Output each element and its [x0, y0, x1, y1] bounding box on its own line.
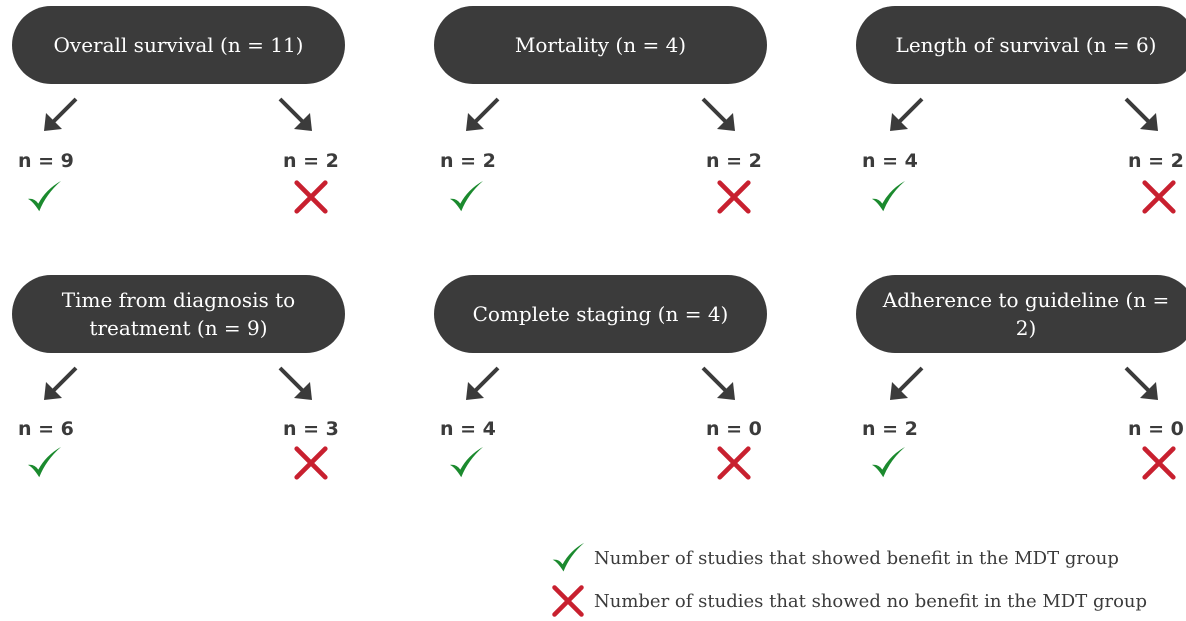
arrow-down-left-icon — [466, 366, 500, 400]
outcome-box-length-of-survival: Length of survival (n = 6) — [856, 6, 1186, 84]
cross-icon — [717, 446, 751, 480]
legend-no-benefit: Number of studies that showed no benefit… — [550, 581, 1147, 621]
check-icon — [871, 180, 906, 212]
outcome-box-adherence-to-guideline: Adherence to guideline (n = 2) — [856, 275, 1186, 353]
check-icon — [449, 446, 484, 478]
arrow-down-right-icon — [1124, 366, 1158, 400]
outcome-label: Complete staging (n = 4) — [472, 302, 729, 326]
outcome-label: Adherence to guideline (n = 2) — [882, 288, 1170, 340]
legend-benefit-label: Number of studies that showed benefit in… — [594, 547, 1119, 569]
cross-icon — [294, 446, 328, 480]
outcome-label: Overall survival (n = 11) — [53, 33, 304, 57]
arrow-down-right-icon — [278, 97, 312, 131]
benefit-count: n = 6 — [18, 418, 74, 440]
benefit-count: n = 2 — [440, 150, 496, 172]
arrow-down-left-icon — [44, 97, 78, 131]
outcome-label: Length of survival (n = 6) — [895, 33, 1157, 57]
check-icon — [449, 180, 484, 212]
outcome-box-complete-staging: Complete staging (n = 4) — [434, 275, 767, 353]
outcome-box-mortality: Mortality (n = 4) — [434, 6, 767, 84]
arrow-down-right-icon — [278, 366, 312, 400]
no-benefit-count: n = 2 — [283, 150, 339, 172]
no-benefit-count: n = 2 — [1128, 150, 1184, 172]
benefit-count: n = 9 — [18, 150, 74, 172]
benefit-count: n = 2 — [862, 418, 918, 440]
arrow-down-right-icon — [701, 97, 735, 131]
cross-icon — [717, 180, 751, 214]
no-benefit-count: n = 0 — [706, 418, 762, 440]
outcome-label: Mortality (n = 4) — [514, 33, 687, 57]
check-icon — [871, 446, 906, 478]
legend-no-benefit-label: Number of studies that showed no benefit… — [594, 590, 1148, 612]
no-benefit-count: n = 0 — [1128, 418, 1184, 440]
cross-icon — [1142, 446, 1176, 480]
cross-icon — [552, 585, 584, 617]
benefit-count: n = 4 — [862, 150, 918, 172]
no-benefit-count: n = 2 — [706, 150, 762, 172]
outcome-box-overall-survival: Overall survival (n = 11) — [12, 6, 345, 84]
arrow-down-left-icon — [44, 366, 78, 400]
arrow-down-right-icon — [1124, 97, 1158, 131]
outcome-box-time-to-treatment: Time from diagnosis to treatment (n = 9) — [12, 275, 345, 353]
cross-icon — [294, 180, 328, 214]
arrow-down-right-icon — [701, 366, 735, 400]
no-benefit-count: n = 3 — [283, 418, 339, 440]
check-icon — [27, 180, 62, 212]
check-icon — [27, 446, 62, 478]
arrow-down-left-icon — [890, 97, 924, 131]
check-icon — [552, 542, 585, 572]
legend-benefit: Number of studies that showed benefit in… — [550, 538, 1119, 578]
arrow-down-left-icon — [890, 366, 924, 400]
outcome-label: Time from diagnosis to treatment (n = 9) — [61, 288, 296, 340]
cross-icon — [1142, 180, 1176, 214]
arrow-down-left-icon — [466, 97, 500, 131]
benefit-count: n = 4 — [440, 418, 496, 440]
